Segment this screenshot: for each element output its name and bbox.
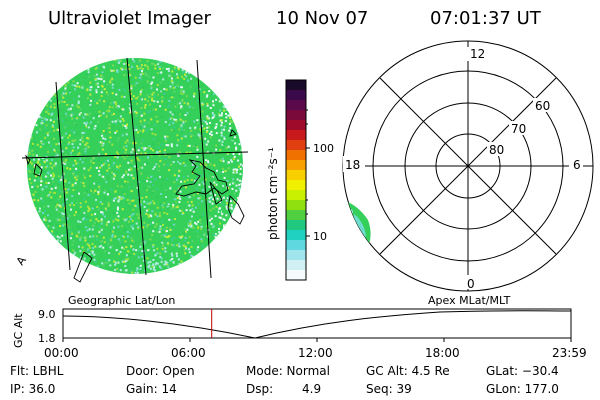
status-seq: Seq: 39: [366, 382, 412, 396]
timeline-ytick-bottom: 1.8: [38, 332, 56, 345]
status-door: Door: Open: [126, 364, 195, 378]
geographic-label: Geographic Lat/Lon: [68, 294, 175, 307]
geographic-image: [21, 57, 249, 283]
colorbar-tick-100: 100: [313, 142, 334, 155]
status-glat: GLat: −30.4: [486, 364, 559, 378]
magnetic-polar-plot: 12 18 6 0 60 70 80: [342, 40, 594, 292]
xtick-0600: 06:00: [171, 346, 206, 360]
mlt-6: 6: [573, 158, 581, 172]
colorbar-frame: [285, 79, 307, 281]
coastlines: [25, 129, 245, 283]
mlat-80: 80: [489, 143, 504, 157]
colorbar-tick-10: 10: [313, 230, 327, 243]
xtick-0000: 00:00: [44, 346, 79, 360]
status-gain: Gain: 14: [126, 382, 177, 396]
lon-grid: [21, 57, 249, 279]
xtick-1200: 12:00: [298, 346, 333, 360]
status-ip: IP: 36.0: [10, 382, 56, 396]
mlat-70: 70: [511, 122, 526, 136]
colorbar-unit-label: photon cm⁻²s⁻¹: [266, 147, 280, 240]
status-glon: GLon: 177.0: [486, 382, 559, 396]
status-dsp-value: 4.9: [302, 382, 322, 396]
altitude-timeline: 9.0 1.8 GC Alt 00:00 06:00 12:00 18:00 2…: [12, 308, 587, 360]
instrument-title: Ultraviolet Imager: [48, 8, 211, 29]
apex-label: Apex MLat/MLT: [428, 294, 511, 307]
mlt-12: 12: [470, 47, 485, 61]
timeline-ylabel: GC Alt: [12, 313, 25, 348]
mlt-18: 18: [345, 158, 360, 172]
mlat-60: 60: [535, 99, 550, 113]
status-mode: Mode: Normal: [246, 364, 330, 378]
status-dsp-label: Dsp:: [246, 382, 274, 396]
mlt-0: 0: [467, 277, 475, 291]
xtick-1800: 18:00: [425, 346, 460, 360]
coast-mark: A: [14, 254, 29, 268]
image-date: 10 Nov 07: [276, 8, 369, 29]
status-filter: Flt: LBHL: [10, 364, 64, 378]
timeline-frame: [62, 308, 572, 339]
timeline-ytick-top: 9.0: [38, 308, 56, 321]
xtick-2359: 23:59: [552, 346, 587, 360]
colorbar: 100 10 photon cm⁻²s⁻¹: [266, 79, 334, 281]
image-time: 07:01:37 UT: [430, 8, 541, 29]
status-gc-alt: GC Alt: 4.5 Re: [366, 364, 450, 378]
altitude-curve: [62, 310, 572, 339]
